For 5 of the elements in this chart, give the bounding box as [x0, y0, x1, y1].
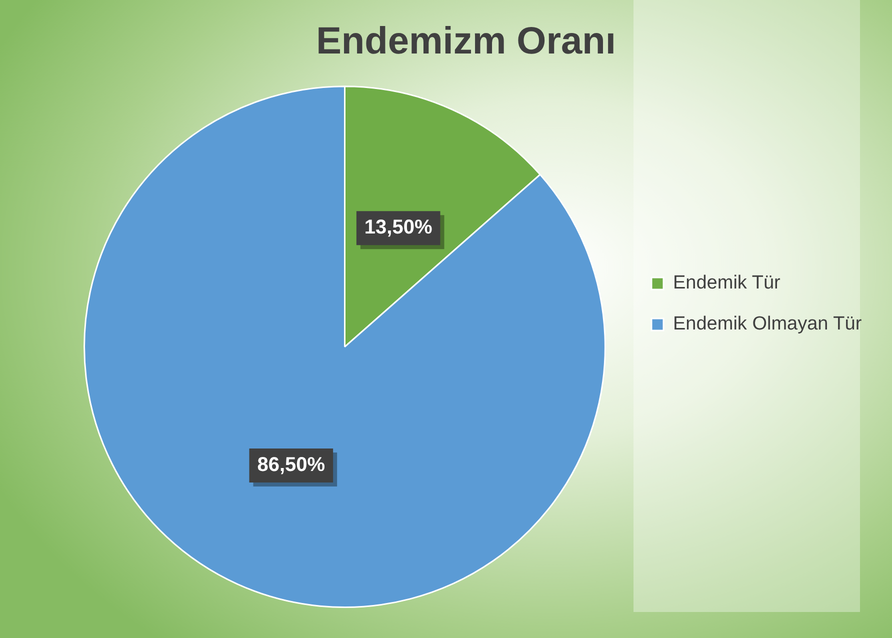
legend-label: Endemik Olmayan Tür: [672, 314, 862, 335]
legend-label: Endemik Tür: [672, 272, 782, 294]
chart-title: Endemizm Oranı: [316, 20, 616, 62]
data-label: 86,50%: [257, 454, 326, 476]
data-label: 13,50%: [364, 216, 432, 239]
